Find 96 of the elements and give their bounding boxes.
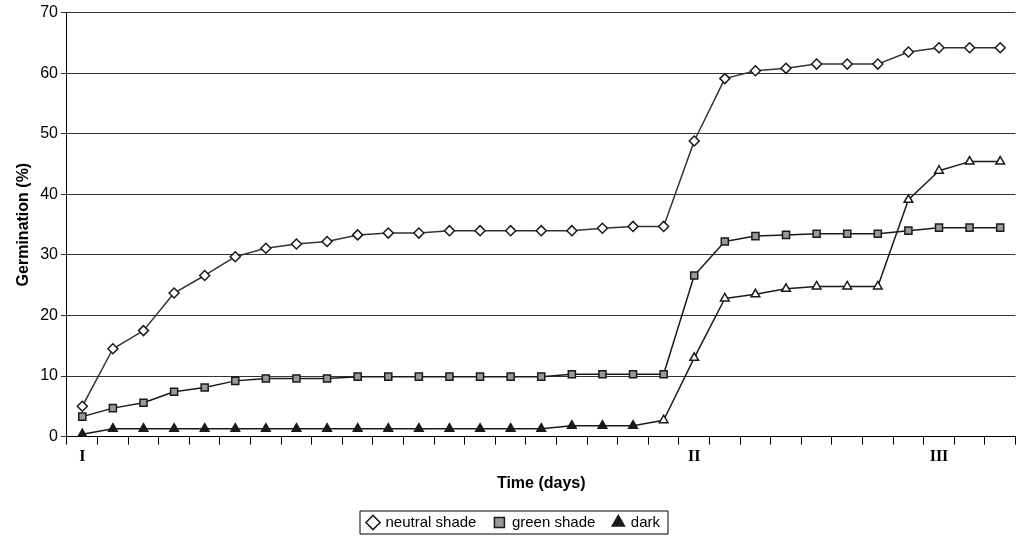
y-tick-label: 30	[40, 245, 59, 263]
y-axis-title: Germination (%)	[14, 162, 32, 287]
point	[535, 224, 547, 237]
point	[290, 238, 303, 250]
point	[76, 400, 89, 413]
y-tick-label: 70	[40, 3, 59, 21]
point	[627, 220, 639, 233]
point	[536, 372, 546, 381]
point	[841, 58, 853, 70]
point	[292, 374, 301, 383]
point	[659, 369, 668, 379]
point	[963, 41, 976, 54]
legend-label: green shade	[511, 512, 596, 530]
point	[260, 242, 272, 254]
point	[810, 58, 823, 70]
point	[413, 422, 424, 432]
point	[107, 422, 118, 432]
point	[872, 58, 884, 70]
point	[902, 46, 915, 58]
y-tick-label: 60	[40, 63, 59, 81]
point	[934, 223, 944, 232]
point	[351, 229, 364, 241]
point	[383, 372, 393, 381]
point	[812, 229, 821, 238]
y-tick-label: 20	[40, 305, 59, 323]
point	[198, 269, 211, 282]
point	[78, 412, 87, 421]
point	[475, 372, 485, 381]
point	[995, 223, 1005, 232]
point	[322, 374, 332, 383]
point	[137, 324, 150, 337]
point	[474, 422, 486, 432]
x-tick-label: III	[929, 447, 949, 465]
point	[780, 62, 792, 75]
point	[229, 250, 242, 263]
point	[720, 237, 730, 246]
point	[566, 419, 577, 429]
point	[291, 422, 302, 432]
point	[444, 422, 455, 432]
point	[751, 231, 760, 241]
point	[842, 229, 852, 238]
point	[199, 422, 210, 432]
point	[168, 287, 180, 299]
point	[321, 235, 333, 248]
point	[443, 224, 456, 237]
point	[382, 227, 395, 239]
point	[781, 230, 791, 240]
point	[261, 374, 271, 383]
point	[353, 372, 362, 381]
x-axis-title: Time (days)	[496, 473, 586, 491]
point	[413, 227, 425, 239]
point	[139, 398, 148, 407]
point	[474, 224, 486, 237]
point	[169, 387, 179, 397]
y-tick-label: 0	[49, 427, 59, 445]
y-tick-label: 40	[40, 184, 59, 202]
point	[383, 422, 394, 432]
point	[566, 224, 578, 237]
point	[200, 383, 209, 392]
point	[627, 419, 639, 429]
point	[352, 422, 363, 432]
point	[688, 135, 700, 147]
point	[873, 229, 883, 238]
point	[719, 72, 731, 85]
point	[504, 224, 517, 237]
x-tick-label: II	[688, 447, 701, 465]
y-tick-label: 10	[40, 366, 59, 384]
point	[107, 343, 119, 355]
point	[108, 403, 118, 413]
legend-label: neutral shade	[385, 512, 477, 530]
point	[596, 222, 609, 234]
point	[597, 419, 608, 429]
point	[994, 41, 1006, 54]
point	[230, 422, 241, 432]
legend-label: dark	[630, 512, 661, 530]
point	[749, 65, 762, 77]
point	[169, 422, 180, 432]
point	[657, 220, 670, 233]
point	[689, 271, 699, 280]
point	[138, 422, 149, 432]
y-tick-label: 50	[40, 124, 59, 142]
point	[965, 223, 974, 232]
point	[321, 422, 333, 432]
point	[445, 372, 454, 381]
x-tick-label: I	[79, 447, 86, 465]
point	[536, 422, 547, 432]
point	[414, 372, 424, 381]
point	[567, 369, 577, 379]
point	[506, 372, 515, 381]
point	[628, 369, 638, 379]
point	[933, 41, 945, 54]
point	[598, 369, 607, 379]
point	[230, 376, 240, 386]
point	[904, 226, 913, 235]
point	[260, 422, 271, 432]
point	[505, 422, 516, 432]
